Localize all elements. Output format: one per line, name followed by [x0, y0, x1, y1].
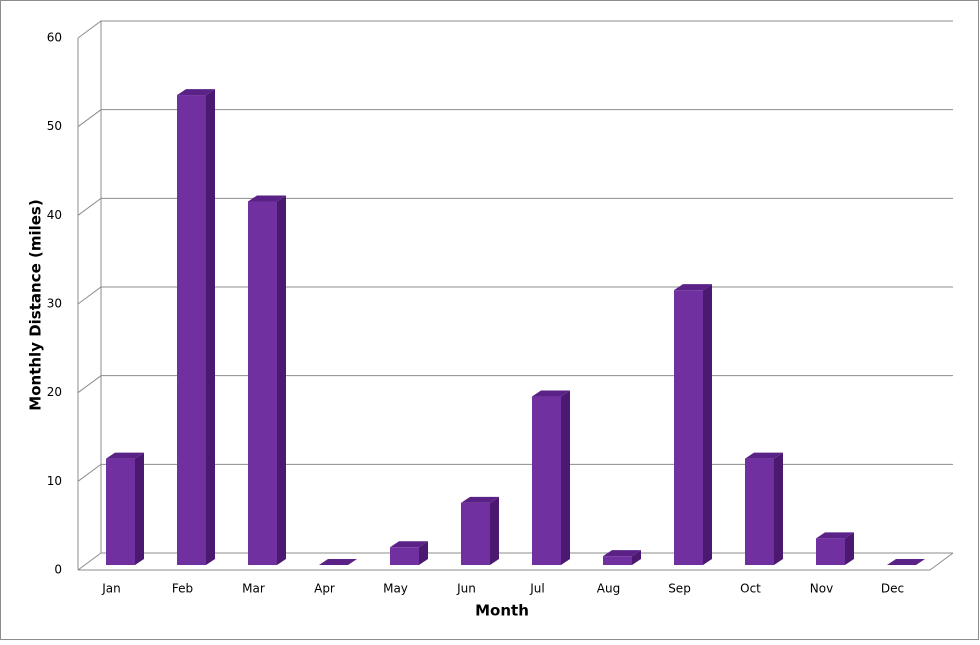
bar-top: [745, 452, 783, 459]
bar-top: [177, 89, 215, 96]
bar: [390, 547, 419, 565]
x-tick-label: Nov: [810, 582, 833, 596]
x-tick-label: Mar: [242, 582, 265, 596]
y-tick-label: 0: [54, 563, 62, 577]
bar-top: [461, 496, 499, 503]
x-axis-title: Month: [475, 602, 529, 620]
bar-side: [135, 452, 144, 565]
x-tick-label: Aug: [597, 582, 620, 596]
bar-side: [845, 532, 854, 565]
bar: [177, 95, 206, 566]
bar-side: [206, 89, 215, 566]
bar-group: [603, 550, 641, 565]
bar-top: [816, 532, 854, 539]
bar-group: [319, 559, 357, 565]
y-tick-label: 20: [47, 385, 62, 399]
bar-group: [745, 452, 783, 565]
bar-side: [490, 496, 499, 565]
bar-top: [674, 284, 712, 291]
bar-side: [277, 195, 286, 565]
y-tick-label: 30: [47, 297, 62, 311]
bar-side: [703, 284, 712, 565]
grid-line: [77, 20, 953, 39]
y-tick-label: 10: [47, 474, 62, 488]
bar-side: [774, 452, 783, 565]
x-tick-label: Apr: [314, 582, 335, 596]
bar: [674, 290, 703, 565]
x-tick-label: Jun: [456, 582, 476, 596]
grid-line: [77, 463, 953, 482]
bar: [532, 396, 561, 565]
bar: [461, 502, 490, 565]
bar-top: [319, 559, 357, 565]
y-axis-title: Monthly Distance (miles): [27, 199, 45, 410]
bar-top: [603, 550, 641, 557]
y-tick-label: 50: [47, 119, 62, 133]
bar-group: [816, 532, 854, 565]
bar-group: [887, 559, 925, 565]
bar: [106, 458, 135, 565]
bar-group: [177, 89, 215, 566]
bar-group: [532, 390, 570, 565]
bar-group: [106, 452, 144, 565]
grid-line: [77, 109, 953, 128]
y-tick-label: 40: [47, 208, 62, 222]
floor-edge: [929, 552, 954, 571]
bar: [745, 458, 774, 565]
bar-top: [106, 452, 144, 459]
x-tick-label: Oct: [740, 582, 761, 596]
x-tick-label: Jan: [101, 582, 121, 596]
bar-side: [561, 390, 570, 565]
bar-group: [674, 284, 712, 565]
bar-side: [419, 541, 428, 565]
x-tick-label: Feb: [172, 582, 193, 596]
x-tick-label: Jul: [529, 582, 544, 596]
bar: [603, 556, 632, 565]
grid-line: [77, 286, 953, 305]
x-tick-label: Dec: [881, 582, 904, 596]
bar-top: [532, 390, 570, 397]
grid-line: [77, 375, 953, 394]
grid-line: [77, 552, 953, 571]
bar-top: [248, 195, 286, 202]
bar-group: [390, 541, 428, 565]
bar: [816, 538, 845, 565]
x-tick-label: Sep: [668, 582, 691, 596]
bar-group: [461, 496, 499, 565]
bar-top: [887, 559, 925, 565]
bar-top: [390, 541, 428, 548]
bar-group: [248, 195, 286, 565]
bar-side: [632, 550, 641, 565]
bar: [248, 201, 277, 565]
y-tick-label: 60: [47, 31, 62, 45]
x-tick-label: May: [383, 582, 408, 596]
grid-line: [77, 197, 953, 216]
